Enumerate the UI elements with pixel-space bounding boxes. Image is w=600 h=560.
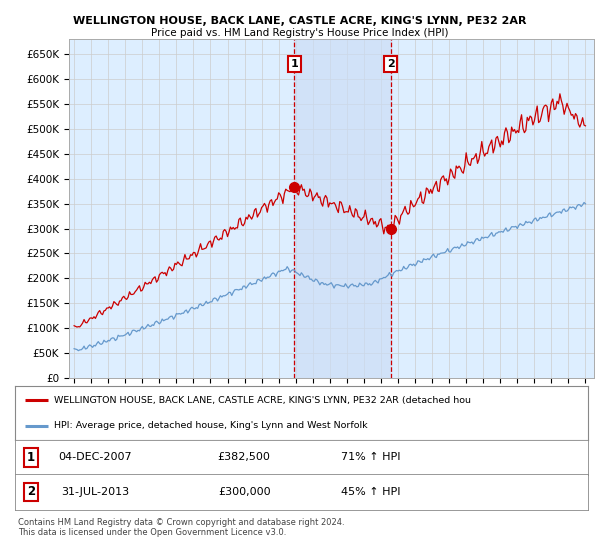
Text: 2: 2 bbox=[27, 486, 35, 498]
Text: 04-DEC-2007: 04-DEC-2007 bbox=[58, 452, 132, 462]
Text: 2: 2 bbox=[387, 59, 395, 69]
Text: 1: 1 bbox=[290, 59, 298, 69]
Text: 71% ↑ HPI: 71% ↑ HPI bbox=[341, 452, 400, 462]
Text: 31-JUL-2013: 31-JUL-2013 bbox=[61, 487, 129, 497]
Text: 1: 1 bbox=[27, 451, 35, 464]
Bar bbox=[295, 39, 391, 378]
Text: HPI: Average price, detached house, King's Lynn and West Norfolk: HPI: Average price, detached house, King… bbox=[54, 421, 368, 430]
Text: WELLINGTON HOUSE, BACK LANE, CASTLE ACRE, KING'S LYNN, PE32 2AR: WELLINGTON HOUSE, BACK LANE, CASTLE ACRE… bbox=[73, 16, 527, 26]
Text: Contains HM Land Registry data © Crown copyright and database right 2024.
This d: Contains HM Land Registry data © Crown c… bbox=[18, 518, 344, 538]
Text: Price paid vs. HM Land Registry's House Price Index (HPI): Price paid vs. HM Land Registry's House … bbox=[151, 28, 449, 38]
Text: £382,500: £382,500 bbox=[218, 452, 271, 462]
Text: WELLINGTON HOUSE, BACK LANE, CASTLE ACRE, KING'S LYNN, PE32 2AR (detached hou: WELLINGTON HOUSE, BACK LANE, CASTLE ACRE… bbox=[54, 396, 471, 405]
Text: 45% ↑ HPI: 45% ↑ HPI bbox=[341, 487, 400, 497]
Text: £300,000: £300,000 bbox=[218, 487, 271, 497]
